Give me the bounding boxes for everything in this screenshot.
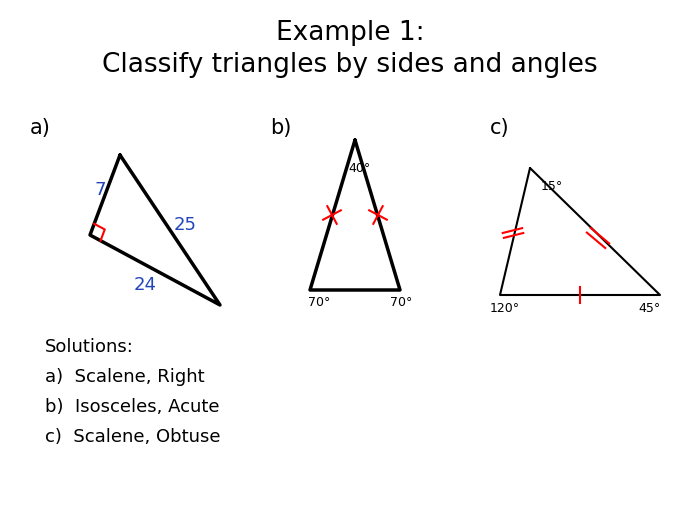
Text: b): b): [270, 118, 291, 138]
Text: Solutions:: Solutions:: [45, 338, 134, 356]
Text: 40°: 40°: [348, 162, 370, 175]
Text: Example 1:
Classify triangles by sides and angles: Example 1: Classify triangles by sides a…: [102, 20, 598, 78]
Text: 70°: 70°: [390, 296, 412, 309]
Text: a)  Scalene, Right: a) Scalene, Right: [45, 368, 204, 386]
Text: c)  Scalene, Obtuse: c) Scalene, Obtuse: [45, 428, 220, 446]
Text: 7: 7: [94, 181, 106, 199]
Text: 25: 25: [174, 216, 197, 234]
Text: 15°: 15°: [541, 180, 564, 193]
Text: c): c): [490, 118, 510, 138]
Text: 120°: 120°: [490, 302, 520, 315]
Text: a): a): [30, 118, 51, 138]
Text: 24: 24: [134, 276, 157, 294]
Text: 45°: 45°: [638, 302, 660, 315]
Text: b)  Isosceles, Acute: b) Isosceles, Acute: [45, 398, 220, 416]
Text: 70°: 70°: [308, 296, 330, 309]
